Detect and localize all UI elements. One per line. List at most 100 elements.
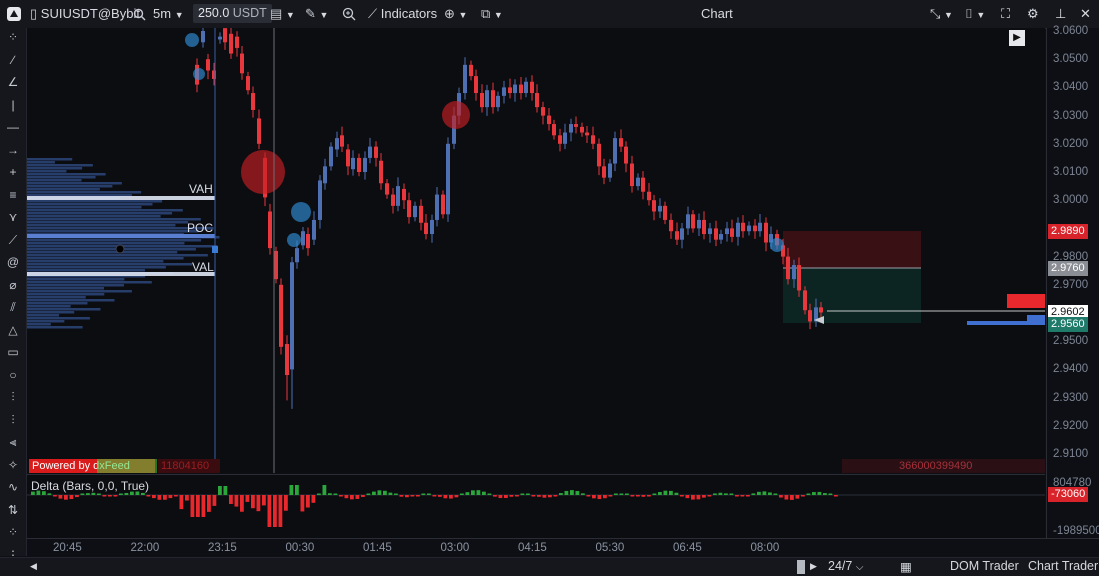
instrument-selector[interactable]: ▯ SUIUSDT@Bybit — [30, 0, 140, 28]
bid-depth-bar — [1027, 315, 1045, 324]
candle-body — [212, 70, 216, 79]
gear-icon[interactable]: ⚙ — [1027, 6, 1039, 21]
drawing-tool-button[interactable]: ✎ ▼ — [305, 0, 328, 28]
brush-icon[interactable]: ⟋ — [8, 232, 18, 247]
dom-trader-button[interactable]: DOM Trader — [950, 559, 1019, 573]
fullscreen-icon[interactable]: ⛶ — [1001, 6, 1011, 21]
candle-body — [814, 307, 818, 322]
camera-icon[interactable]: ⌷ ▼ — [965, 6, 986, 21]
pencil-icon: ✎ — [305, 6, 316, 21]
chevron-down-icon: ▼ — [458, 10, 468, 20]
candle-body — [569, 124, 573, 133]
delta-bar — [344, 495, 349, 499]
price-chart[interactable]: VAH POC VAL ▶ Powered by dxFeed 11804160… — [27, 28, 1045, 473]
delta-bar — [619, 493, 624, 495]
delta-bar — [531, 495, 536, 497]
delta-bar — [493, 495, 497, 497]
volume-profile-icon[interactable]: ⫷ — [9, 435, 17, 449]
delta-bar — [262, 495, 266, 506]
price-tick: 3.0400 — [1053, 81, 1089, 94]
price-tick: 3.0600 — [1053, 25, 1089, 37]
delta-bar — [779, 495, 783, 498]
ruler-icon[interactable]: ⌀ — [9, 277, 17, 292]
parallel-icon[interactable]: ⫽ — [10, 300, 16, 314]
triangle-icon[interactable]: △ — [8, 322, 18, 337]
volume-profile-bar — [27, 260, 164, 263]
time-tick: 05:30 — [595, 542, 625, 554]
delta-bar — [608, 495, 613, 497]
candle-body — [808, 310, 812, 322]
scroll-to-end-icon[interactable]: ▶ — [1009, 30, 1025, 46]
fib-icon[interactable]: ≡ — [9, 187, 17, 202]
delta-bar — [174, 495, 178, 497]
candle-body — [613, 138, 617, 164]
sparkle-icon[interactable]: ✧ — [7, 457, 19, 472]
delta-bar — [91, 492, 96, 495]
delta-bar — [141, 492, 145, 495]
delta-bar — [361, 495, 365, 497]
price-tick: 2.9800 — [1053, 250, 1089, 263]
delta-bar — [53, 495, 57, 497]
window-layout-button[interactable]: ⧉ ▼ — [481, 0, 503, 28]
volume-profile-bar — [27, 221, 189, 224]
horizontal-line-icon[interactable]: — — [7, 120, 19, 134]
circle-icon[interactable]: ○ — [9, 367, 17, 382]
close-icon[interactable]: ✕ — [1080, 6, 1091, 21]
timeframe-selector[interactable]: 5m ▼ — [153, 0, 184, 28]
line-icon[interactable]: ∕ — [11, 52, 14, 67]
delta-bar — [636, 495, 640, 497]
text-icon[interactable]: ⫶ — [11, 412, 15, 427]
candle-body — [591, 135, 595, 144]
candle-body — [508, 87, 512, 94]
volume-profile-bar — [27, 167, 83, 170]
scrollbar-thumb[interactable] — [797, 560, 805, 574]
volume-profile-bar — [27, 206, 142, 209]
delta-bar — [251, 495, 255, 509]
volume-profile-bar — [27, 275, 146, 278]
delta-bar — [86, 493, 90, 495]
chart-type-button[interactable]: ▤ ▼ — [270, 0, 295, 28]
cursor-icon[interactable]: ⁘ — [7, 30, 19, 44]
volume-profile-bar — [27, 281, 152, 284]
collapse-icon[interactable]: ⤡ ▼ — [930, 6, 953, 21]
scroll-left-icon[interactable]: ◀ — [30, 561, 37, 571]
time-tick: 06:45 — [673, 542, 702, 554]
rectangle-icon[interactable]: ▭ — [7, 345, 19, 359]
crosshair-button[interactable]: ⊕ ▼ — [444, 0, 467, 28]
zoom-icon[interactable] — [342, 0, 356, 28]
scroll-right-icon[interactable]: ▶ — [810, 561, 817, 571]
search-icon[interactable] — [133, 0, 146, 28]
delta-bar — [691, 495, 695, 500]
time-axis[interactable]: 20:45 22:00 23:15 00:30 01:45 03:00 04:15 05:30… — [27, 538, 1099, 558]
angle-icon[interactable]: ∠ — [7, 75, 19, 89]
poc-marker — [115, 244, 125, 254]
bars-pattern-icon[interactable]: ⫶ — [11, 390, 15, 404]
crosshair-icon[interactable]: + — [9, 165, 17, 179]
candle-body — [697, 219, 701, 229]
delta-icon[interactable]: ⇅ — [7, 502, 19, 517]
candle-body — [502, 87, 506, 96]
time-tick: 08:00 — [750, 542, 780, 554]
delta-bar — [828, 493, 833, 495]
quantity-input[interactable]: 250.0 USDT — [193, 4, 272, 23]
vertical-line-icon[interactable]: | — [11, 97, 15, 112]
more-icon[interactable]: ⁘ — [7, 525, 19, 539]
price-tick: 3.0300 — [1053, 109, 1089, 122]
delta-panel[interactable]: Delta (Bars, 0,0, True) — [27, 474, 1045, 538]
arrow-icon[interactable]: → — [7, 142, 19, 157]
volume-profile-bar — [27, 164, 93, 167]
indicators-button[interactable]: ⟋ Indicators — [368, 0, 437, 28]
volume-profile-bar — [27, 254, 208, 257]
chart-trader-button[interactable]: Chart Trader — [1028, 559, 1099, 573]
zigzag-icon[interactable]: ∿ — [7, 480, 19, 494]
price-chart-canvas[interactable] — [27, 28, 1045, 473]
calendar-icon[interactable]: ▦ — [900, 560, 912, 574]
candle-body — [792, 265, 796, 280]
bid-depth-bar — [967, 321, 1045, 325]
delta-bar — [438, 495, 442, 497]
pin-icon[interactable]: ⊥ — [1055, 6, 1067, 21]
magnet-icon[interactable]: @ — [6, 255, 20, 269]
pitchfork-icon[interactable]: ⋎ — [8, 210, 18, 224]
price-axis[interactable]: 804780 -73060 -1989500 3.0600 3.0500 3.040… — [1046, 25, 1099, 538]
session-selector[interactable]: 24/7 ⌵ — [828, 559, 863, 573]
